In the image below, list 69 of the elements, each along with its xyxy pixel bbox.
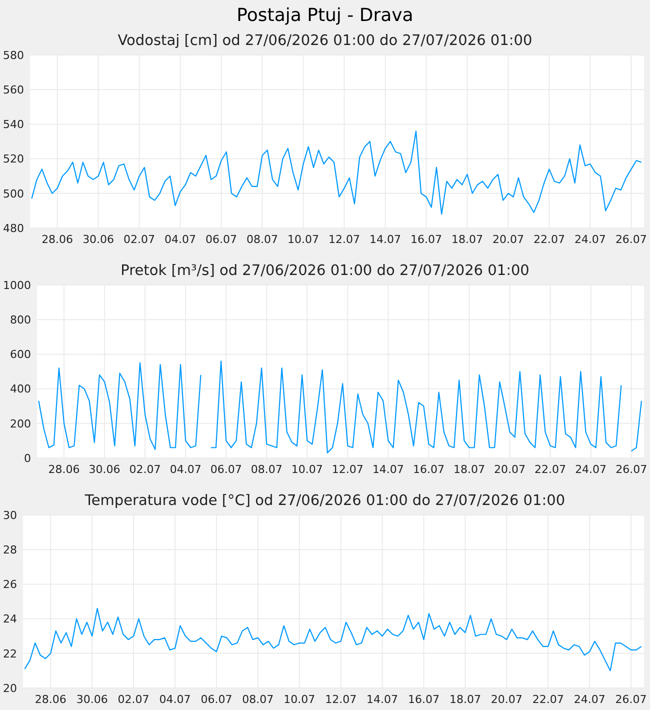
x-tick-label: 18.07: [451, 233, 483, 246]
x-tick-label: 06.07: [206, 233, 238, 246]
x-tick-label: 08.07: [242, 693, 274, 706]
x-tick-label: 12.07: [332, 463, 364, 476]
x-tick-label: 04.07: [170, 463, 202, 476]
y-tick-label: 26: [3, 578, 17, 592]
x-tick-label: 18.07: [453, 463, 485, 476]
chart-title: Postaja Ptuj - Drava: [236, 5, 414, 26]
y-tick-label: 1000: [3, 278, 31, 292]
x-tick-label: 20.07: [490, 693, 522, 706]
y-tick-label: 480: [3, 222, 24, 235]
x-tick-label: 02.07: [124, 233, 156, 246]
x-tick-label: 24.07: [574, 233, 606, 246]
x-tick-label: 28.06: [34, 693, 66, 706]
y-tick-label: 22: [3, 647, 17, 660]
x-tick-label: 14.07: [370, 233, 401, 246]
y-tick-label: 24: [3, 612, 17, 626]
x-tick-label: 10.07: [291, 463, 323, 476]
line-series: [31, 130, 642, 215]
x-tick-label: 10.07: [288, 233, 320, 246]
line-series: [24, 608, 642, 672]
y-tick-label: 560: [3, 83, 24, 96]
x-tick-label: 20.07: [492, 233, 524, 246]
x-tick-label: 18.07: [449, 693, 481, 706]
x-tick-label: 04.07: [159, 693, 191, 706]
x-tick-label: 02.07: [129, 463, 161, 476]
x-tick-label: 22.07: [534, 463, 566, 476]
x-tick-label: 24.07: [575, 463, 607, 476]
y-tick-label: 0: [24, 452, 31, 465]
x-tick-label: 10.07: [284, 693, 316, 706]
x-tick-label: 06.07: [210, 463, 242, 476]
x-tick-label: 28.06: [42, 233, 74, 246]
x-tick-label: 30.06: [76, 693, 108, 706]
y-tick-label: 580: [3, 48, 24, 62]
x-tick-label: 26.07: [615, 233, 647, 246]
y-tick-label: 20: [3, 682, 17, 695]
x-tick-label: 08.07: [250, 463, 282, 476]
x-tick-label: 26.07: [616, 463, 648, 476]
y-tick-label: 540: [3, 118, 24, 132]
x-tick-label: 14.07: [372, 463, 404, 476]
x-tick-label: 20.07: [494, 463, 526, 476]
y-tick-label: 30: [3, 508, 17, 522]
x-tick-label: 14.07: [366, 693, 398, 706]
chart-subtitle: Vodostaj [cm] od 27/06/2026 01:00 do 27/07/2026 01:00: [118, 33, 532, 49]
x-tick-label: 30.06: [82, 233, 114, 246]
x-tick-label: 04.07: [164, 233, 196, 246]
y-tick-label: 200: [10, 417, 31, 430]
y-tick-label: 28: [3, 543, 17, 556]
y-tick-label: 600: [10, 348, 31, 362]
x-tick-label: 24.07: [574, 693, 606, 706]
x-tick-label: 06.07: [200, 693, 232, 706]
x-tick-label: 30.06: [88, 463, 120, 476]
x-tick-label: 22.07: [533, 233, 565, 246]
x-tick-label: 12.07: [328, 233, 360, 246]
y-tick-label: 400: [10, 382, 31, 396]
x-tick-label: 16.07: [410, 233, 442, 246]
x-tick-label: 26.07: [615, 693, 647, 706]
x-tick-label: 02.07: [118, 693, 150, 706]
x-tick-label: 12.07: [325, 693, 357, 706]
y-tick-label: 800: [10, 313, 31, 326]
x-tick-label: 22.07: [532, 693, 564, 706]
x-tick-label: 08.07: [246, 233, 278, 246]
chart-title: Temperatura vode [°C] od 27/06/2026 01:00 do 27/07/2026 01:00: [84, 493, 566, 509]
x-tick-label: 28.06: [48, 463, 80, 476]
chart-title: Pretok [m³/s] od 27/06/2026 01:00 do 27/07/2026 01:00: [120, 263, 530, 279]
y-tick-label: 520: [3, 152, 24, 166]
y-tick-label: 500: [3, 187, 24, 200]
x-tick-label: 16.07: [408, 693, 440, 706]
x-tick-label: 16.07: [412, 463, 444, 476]
